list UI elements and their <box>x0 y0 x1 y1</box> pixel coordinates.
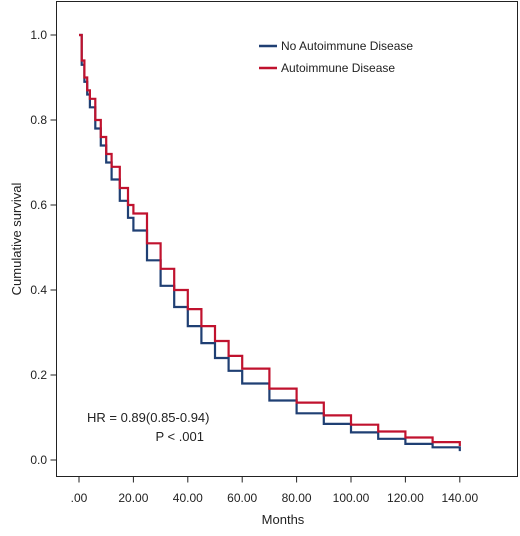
annotation-hr: HR = 0.89(0.85-0.94) <box>87 410 209 425</box>
x-tick-label: .00 <box>71 491 88 505</box>
y-axis-title: Cumulative survival <box>9 183 24 296</box>
y-axis: 0.0 0.2 0.4 0.6 0.8 1.0 <box>30 28 57 467</box>
y-tick-label: 0.4 <box>30 283 47 297</box>
y-tick-label: 0.2 <box>30 368 47 382</box>
x-tick-label: 60.00 <box>227 491 257 505</box>
x-tick-label: 80.00 <box>282 491 312 505</box>
plot-frame <box>56 1 518 477</box>
y-tick-label: 0.8 <box>30 113 47 127</box>
x-tick-label: 40.00 <box>173 491 203 505</box>
y-tick-label: 0.0 <box>30 453 47 467</box>
y-tick-label: 1.0 <box>30 28 47 42</box>
annotation-p-value: P < .001 <box>155 429 204 444</box>
legend-label-no-autoimmune: No Autoimmune Disease <box>281 39 413 53</box>
legend-label-autoimmune: Autoimmune Disease <box>281 61 395 75</box>
x-tick-label: 120.00 <box>387 491 424 505</box>
x-tick-label: 20.00 <box>118 491 148 505</box>
x-tick-label: 140.00 <box>441 491 478 505</box>
annotation-block: HR = 0.89(0.85-0.94) P < .001 <box>87 410 209 444</box>
x-tick-label: 100.00 <box>333 491 370 505</box>
x-axis: .00 20.00 40.00 60.00 80.00 100.00 120.00 140.0… <box>71 476 478 505</box>
legend: No Autoimmune Disease Autoimmune Disease <box>259 39 413 75</box>
series-layer <box>78 33 461 452</box>
x-axis-title: Months <box>262 512 305 527</box>
y-tick-label: 0.6 <box>30 198 47 212</box>
series-line-autoimmune <box>79 33 461 446</box>
